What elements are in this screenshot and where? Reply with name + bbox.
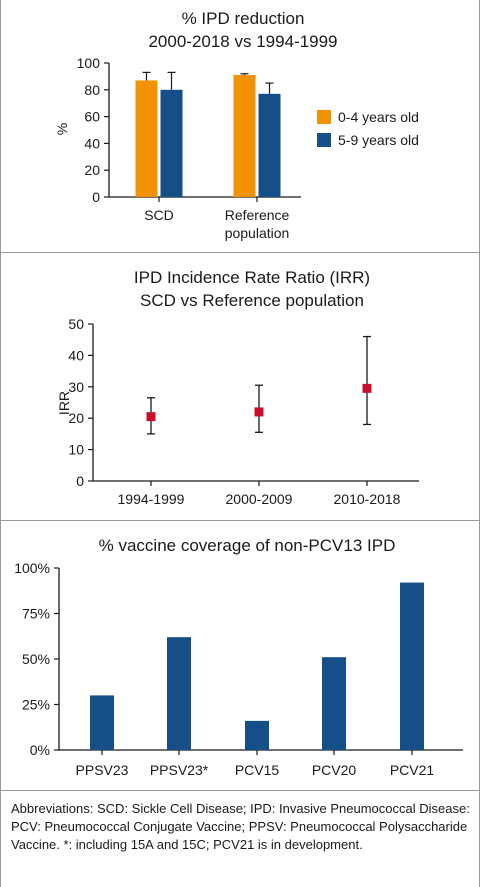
x-tick-label: PCV20 (312, 762, 357, 778)
bar (160, 89, 183, 197)
y-tick-label: 20 (84, 162, 100, 178)
legend-swatch (317, 110, 331, 124)
chart-title: % IPD reduction (182, 9, 305, 28)
y-tick-label: 40 (68, 347, 84, 363)
footnote-text: Abbreviations: SCD: Sickle Cell Disease;… (11, 801, 470, 852)
y-tick-label: 25% (22, 697, 50, 713)
ipd-reduction-panel: % IPD reduction 2000-2018 vs 1994-1999 %… (0, 0, 480, 253)
bar (245, 720, 269, 750)
chart-subtitle: 2000-2018 vs 1994-1999 (148, 32, 337, 51)
y-tick-label: 100 (77, 55, 101, 71)
y-tick-label: 30 (68, 379, 84, 395)
y-tick-label: 40 (84, 135, 100, 151)
legend-swatch (317, 133, 331, 147)
bar (135, 80, 158, 197)
bar (322, 657, 346, 750)
y-tick-label: 60 (84, 109, 100, 125)
chart-subtitle: SCD vs Reference population (140, 291, 364, 310)
x-tick-label: PCV15 (235, 762, 280, 778)
y-tick-label: 100% (14, 560, 50, 576)
legend-label: 0-4 years old (338, 109, 419, 125)
y-tick-label: 50% (22, 651, 50, 667)
x-tick-label: Reference (225, 207, 290, 223)
x-tick-label: population (225, 225, 290, 241)
x-tick-label: 2010-2018 (334, 491, 401, 507)
x-tick-label: 1994-1999 (118, 491, 185, 507)
irr-chart: IPD Incidence Rate Ratio (IRR) SCD vs Re… (56, 268, 419, 507)
bar (400, 582, 424, 750)
vaccine-coverage-chart: % vaccine coverage of non-PCV13 IPD 0% 25… (14, 536, 463, 778)
bar (258, 93, 281, 197)
irr-panel: IPD Incidence Rate Ratio (IRR) SCD vs Re… (0, 252, 480, 522)
ipd-reduction-chart: % IPD reduction 2000-2018 vs 1994-1999 %… (54, 9, 419, 241)
y-tick-label: 80 (84, 82, 100, 98)
y-tick-label: 0 (76, 473, 84, 489)
y-tick-label: 75% (22, 606, 50, 622)
chart-title: % vaccine coverage of non-PCV13 IPD (99, 536, 396, 555)
x-tick-label: PPSV23 (76, 762, 129, 778)
footnote-panel: Abbreviations: SCD: Sickle Cell Disease;… (0, 790, 480, 887)
bar (167, 637, 191, 750)
y-tick-label: 10 (68, 442, 84, 458)
data-point (146, 412, 156, 422)
y-tick-label: 20 (68, 410, 84, 426)
data-point (362, 383, 372, 393)
y-tick-label: 0% (30, 742, 50, 758)
x-tick-label: 2000-2009 (226, 491, 293, 507)
x-tick-label: SCD (144, 207, 174, 223)
y-tick-label: 0 (92, 189, 100, 205)
bar (90, 695, 114, 750)
x-tick-label: PCV21 (390, 762, 435, 778)
y-axis-label: % (54, 123, 70, 135)
vaccine-coverage-panel: % vaccine coverage of non-PCV13 IPD 0% 25… (0, 520, 480, 792)
y-tick-label: 50 (68, 316, 84, 332)
y-axis-label: IRR (56, 391, 72, 415)
legend-label: 5-9 years old (338, 132, 419, 148)
x-tick-label: PPSV23* (150, 762, 209, 778)
bar (233, 75, 256, 197)
chart-title: IPD Incidence Rate Ratio (IRR) (134, 268, 370, 287)
data-point (254, 407, 264, 417)
